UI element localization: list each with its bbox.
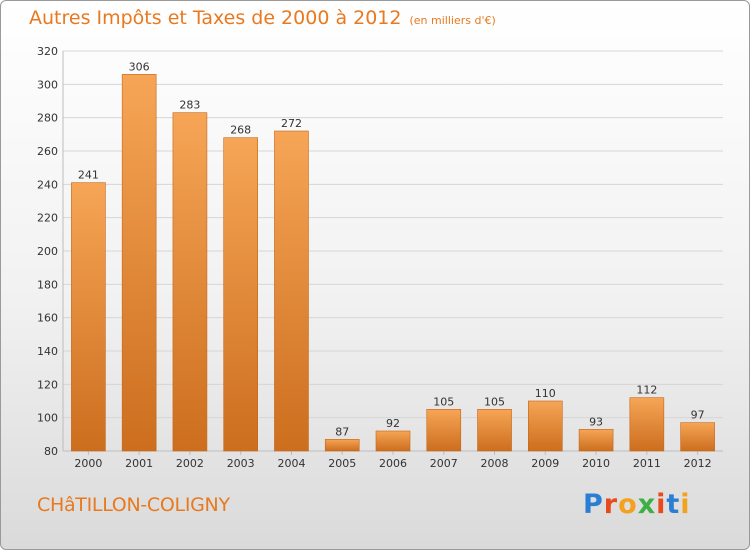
x-tick-label: 2006	[379, 457, 407, 470]
bar-2012	[680, 422, 715, 452]
value-label: 268	[230, 124, 251, 137]
bar-2006	[375, 430, 411, 452]
x-tick-label: 2003	[227, 457, 255, 470]
y-tick-label: 260	[37, 145, 58, 158]
value-label: 272	[281, 117, 302, 130]
value-label: 93	[589, 415, 603, 428]
bar-2009	[528, 400, 563, 452]
value-label: 105	[484, 395, 505, 408]
logo-letter: x	[637, 489, 657, 520]
bar-2002	[172, 112, 208, 452]
logo-letter: i	[680, 489, 691, 520]
value-label: 110	[535, 387, 556, 400]
bar-2007	[426, 409, 462, 452]
bar-2011	[629, 397, 665, 452]
bar-2004	[274, 130, 309, 452]
value-label: 306	[129, 60, 150, 73]
proxiti-logo: Proxiti	[583, 489, 691, 520]
x-tick-label: 2011	[633, 457, 661, 470]
bar-2001	[121, 74, 157, 452]
y-tick-label: 160	[37, 312, 58, 325]
bar-2008	[477, 409, 512, 452]
y-tick-label: 300	[37, 78, 58, 91]
logo-letter: o	[618, 489, 638, 520]
logo-letter: r	[603, 489, 619, 520]
x-tick-label: 2001	[125, 457, 153, 470]
value-label: 112	[636, 384, 657, 397]
y-tick-label: 320	[37, 45, 58, 58]
y-tick-label: 140	[37, 345, 58, 358]
x-tick-label: 2000	[74, 457, 102, 470]
bar-2003	[223, 137, 258, 452]
logo-letter: t	[666, 489, 681, 520]
y-tick-label: 100	[37, 412, 58, 425]
bar-layer	[71, 74, 715, 452]
x-tick-label: 2005	[328, 457, 356, 470]
value-label: 241	[78, 169, 99, 182]
x-tick-label: 2012	[684, 457, 712, 470]
y-tick-label: 180	[37, 278, 58, 291]
y-tick-label: 80	[44, 445, 58, 458]
x-tick-label: 2002	[176, 457, 204, 470]
x-tick-label: 2009	[531, 457, 559, 470]
y-tick-label: 200	[37, 245, 58, 258]
grid-layer	[62, 50, 723, 455]
chart-title-main: Autres Impôts et Taxes de 2000 à 2012	[29, 7, 402, 29]
x-tick-label: 2007	[430, 457, 458, 470]
y-tick-label: 220	[37, 212, 58, 225]
chart-title: Autres Impôts et Taxes de 2000 à 2012 (en…	[29, 7, 496, 29]
logo-letter: i	[656, 489, 667, 520]
x-tick-label: 2004	[277, 457, 305, 470]
chart-title-unit: (en milliers d'€)	[409, 14, 496, 27]
bar-2000	[71, 182, 106, 452]
bar-2005	[324, 439, 360, 452]
y-tick-label: 280	[37, 112, 58, 125]
x-tick-label: 2008	[481, 457, 509, 470]
commune-name: CHâTILLON-COLIGNY	[37, 494, 230, 516]
label-layer: 80 100 120 140 160 180 200 220 240 260 280 300 320 24…	[37, 45, 712, 470]
value-label: 87	[335, 425, 349, 438]
logo-letter: P	[583, 489, 604, 520]
y-tick-label: 120	[37, 378, 58, 391]
y-tick-label: 240	[37, 178, 58, 191]
bar-2010	[578, 429, 614, 452]
value-label: 105	[433, 395, 454, 408]
value-label: 283	[179, 99, 200, 112]
value-label: 97	[691, 409, 705, 422]
x-tick-label: 2010	[582, 457, 610, 470]
value-label: 92	[386, 417, 400, 430]
